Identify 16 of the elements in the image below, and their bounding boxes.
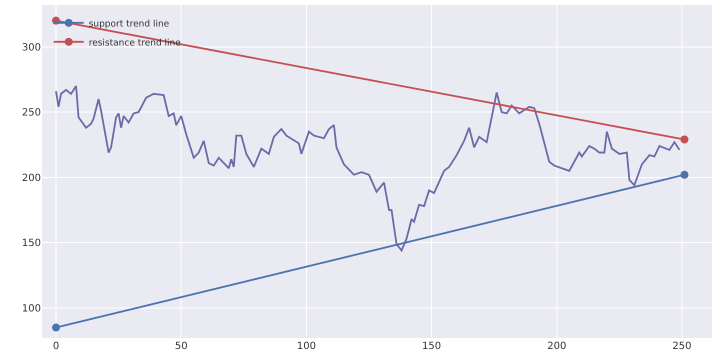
- x-tick-label: 250: [672, 341, 692, 352]
- line-series: [55, 85, 680, 252]
- x-tick-label: 50: [174, 341, 188, 352]
- x-tick-label: 150: [422, 341, 442, 352]
- x-tick-label: 100: [296, 341, 316, 352]
- legend-label: support trend line: [88, 19, 170, 30]
- point: [52, 324, 60, 332]
- y-tick-label: 250: [22, 108, 41, 119]
- y-tick-label: 150: [22, 238, 41, 250]
- y-tick-label: 100: [22, 303, 41, 314]
- y-tick-label: 200: [22, 172, 41, 184]
- x-tick-label: 200: [547, 341, 566, 352]
- y-tick-label: 300: [22, 42, 41, 54]
- point: [680, 170, 688, 179]
- x-tick-label: 0: [52, 341, 60, 352]
- point: [680, 136, 688, 144]
